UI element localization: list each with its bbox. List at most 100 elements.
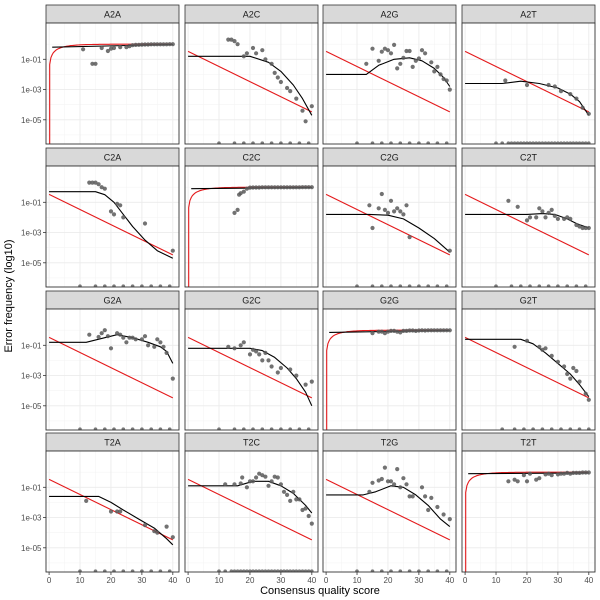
- panel-border: [461, 450, 596, 573]
- observed-point: [303, 185, 308, 190]
- y-tick-label: 1e-01: [21, 198, 42, 207]
- zero-count-point: [407, 141, 412, 144]
- observed-point: [398, 209, 403, 214]
- observed-point: [288, 89, 293, 94]
- zero-count-point: [370, 284, 375, 287]
- observed-point: [543, 215, 548, 220]
- zero-count-point: [370, 141, 375, 144]
- observed-point: [152, 344, 157, 349]
- zero-count-point: [556, 284, 560, 287]
- x-tick-label: 30: [276, 576, 285, 585]
- zero-count-point: [407, 284, 412, 287]
- y-tick-label: 1e-03: [21, 514, 42, 523]
- panel-background: [323, 23, 456, 144]
- observed-point: [105, 48, 110, 54]
- observed-point: [288, 498, 293, 503]
- observed-point: [552, 213, 557, 218]
- observed-point: [118, 332, 123, 337]
- panel-border: [45, 450, 180, 573]
- observed-point: [278, 482, 283, 487]
- zero-count-point: [288, 141, 292, 144]
- observed-point: [583, 391, 588, 396]
- x-tick-label: 10: [76, 576, 85, 585]
- zero-count-point: [537, 284, 542, 287]
- observed-point: [269, 364, 274, 369]
- observed-point: [404, 482, 409, 487]
- observed-point: [133, 337, 138, 342]
- observed-point: [309, 379, 314, 384]
- zero-count-point: [103, 569, 107, 572]
- y-tick-label: 1e-05: [21, 402, 42, 411]
- zero-count-point: [519, 141, 523, 144]
- observed-point: [537, 476, 542, 481]
- zero-count-point: [121, 569, 126, 572]
- zero-count-point: [583, 141, 588, 144]
- zero-count-point: [568, 141, 573, 144]
- zero-count-point: [562, 141, 566, 144]
- x-tick-label: 10: [353, 576, 362, 585]
- zero-count-point: [248, 569, 252, 572]
- zero-count-point: [235, 569, 240, 572]
- observed-point: [367, 203, 372, 208]
- zero-count-point: [279, 141, 283, 144]
- zero-count-point: [112, 284, 116, 287]
- observed-point: [102, 328, 107, 333]
- zero-count-point: [494, 141, 498, 144]
- observed-point: [540, 209, 545, 214]
- shared-axes: 1e-01 1e-03 1e-05 1e-01 1e-03 1e-05 1e-01 1e-03…: [21, 55, 594, 585]
- zero-count-point: [380, 569, 384, 572]
- zero-count-point: [140, 569, 144, 572]
- observed-point: [260, 185, 265, 190]
- observed-point: [281, 185, 287, 190]
- zero-count-point: [509, 141, 514, 144]
- nominal-error-line: [48, 193, 174, 256]
- observed-point: [278, 185, 283, 190]
- panel-border: [45, 22, 180, 145]
- observed-point: [392, 482, 397, 487]
- zero-count-point: [519, 284, 523, 287]
- observed-point: [555, 359, 561, 364]
- zero-count-point: [251, 141, 255, 144]
- observed-point: [96, 334, 101, 340]
- zero-count-point: [380, 284, 384, 287]
- observed-point: [401, 212, 406, 217]
- panel-background: [46, 309, 179, 430]
- x-tick-label: 30: [414, 576, 423, 585]
- zero-count-point: [515, 141, 520, 144]
- observed-point: [250, 479, 256, 484]
- observed-point: [90, 180, 95, 185]
- observed-point: [416, 328, 421, 333]
- zero-count-point: [269, 569, 274, 572]
- observed-point: [275, 370, 280, 375]
- observed-point: [395, 66, 400, 71]
- zero-count-point: [158, 427, 163, 430]
- zero-count-point: [426, 284, 430, 287]
- observed-point: [438, 328, 443, 333]
- zero-count-point: [251, 569, 255, 572]
- observed-point: [401, 328, 406, 333]
- observed-point: [376, 329, 381, 334]
- observed-point: [506, 479, 511, 484]
- observed-point: [272, 70, 277, 75]
- observed-point: [250, 347, 256, 352]
- panel-plot-area: [185, 166, 318, 287]
- zero-count-point: [167, 569, 172, 572]
- observed-point: [388, 328, 394, 333]
- observed-point: [527, 215, 533, 220]
- observed-point: [139, 337, 144, 342]
- strip-label-g2a: G2A: [103, 296, 121, 306]
- zero-count-point: [568, 427, 573, 430]
- zero-count-point: [417, 284, 421, 287]
- panel-border: [461, 22, 596, 145]
- panel-a2g: A2G: [322, 4, 457, 145]
- x-tick-label: 30: [137, 576, 146, 585]
- observed-point: [285, 185, 290, 190]
- zero-count-point: [78, 284, 82, 287]
- x-tick-label: 20: [246, 576, 255, 585]
- zero-count-point: [370, 569, 375, 572]
- observed-point: [574, 470, 579, 475]
- panel-border: [45, 308, 180, 431]
- zero-count-point: [272, 569, 277, 572]
- zero-count-point: [223, 569, 227, 572]
- observed-point: [244, 485, 249, 490]
